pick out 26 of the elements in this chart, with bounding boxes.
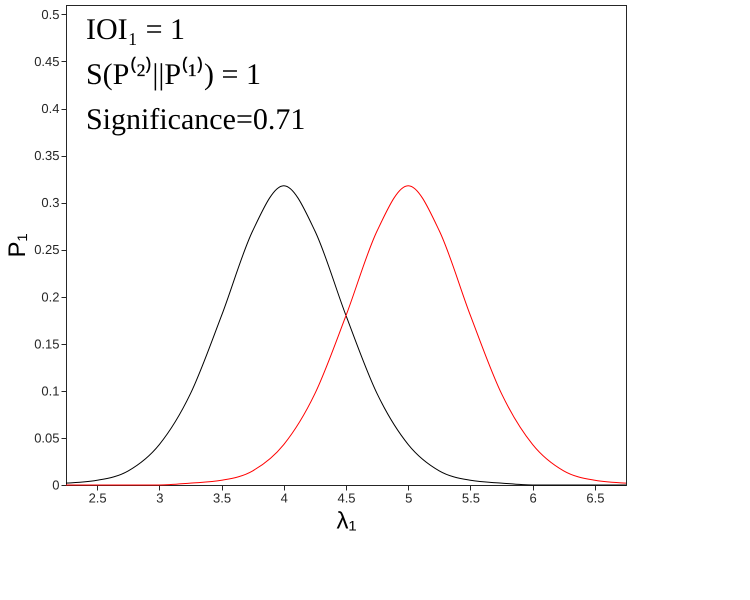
annotation: IOI₁ = 1	[86, 13, 186, 46]
x-tick-label: 4.5	[337, 490, 356, 506]
y-tick-label: 0.45	[34, 54, 60, 69]
x-axis-title: λ₁	[336, 508, 357, 534]
y-tick-label: 0.2	[41, 289, 60, 304]
x-tick-label: 5	[405, 490, 412, 506]
annotation: S(P⁽²⁾||P⁽¹⁾) = 1	[86, 56, 261, 91]
line-series	[66, 185, 626, 486]
y-tick-label: 0.5	[41, 6, 60, 22]
x-tick-label: 3	[156, 490, 164, 506]
x-tick-label: 4	[280, 490, 288, 506]
x-tick-label: 6.5	[586, 490, 604, 506]
x-tick-label: 3.5	[213, 490, 232, 506]
y-tick-label: 0.3	[41, 195, 60, 210]
y-tick-label: 0.05	[34, 430, 60, 446]
y-tick-label: 0.35	[34, 148, 60, 164]
y-tick-label: 0.4	[41, 101, 60, 116]
annotation: Significance=0.71	[86, 103, 306, 136]
y-tick-label: 0	[52, 478, 60, 492]
x-tick-label: 2.5	[88, 490, 107, 506]
x-tick-label: 5.5	[462, 490, 480, 506]
y-tick-label: 0.15	[34, 336, 60, 352]
y-axis-title: P₁	[4, 233, 32, 258]
y-tick-label: 0.25	[34, 242, 60, 258]
y-tick-label: 0.1	[41, 383, 60, 398]
x-tick-label: 6	[530, 490, 537, 506]
